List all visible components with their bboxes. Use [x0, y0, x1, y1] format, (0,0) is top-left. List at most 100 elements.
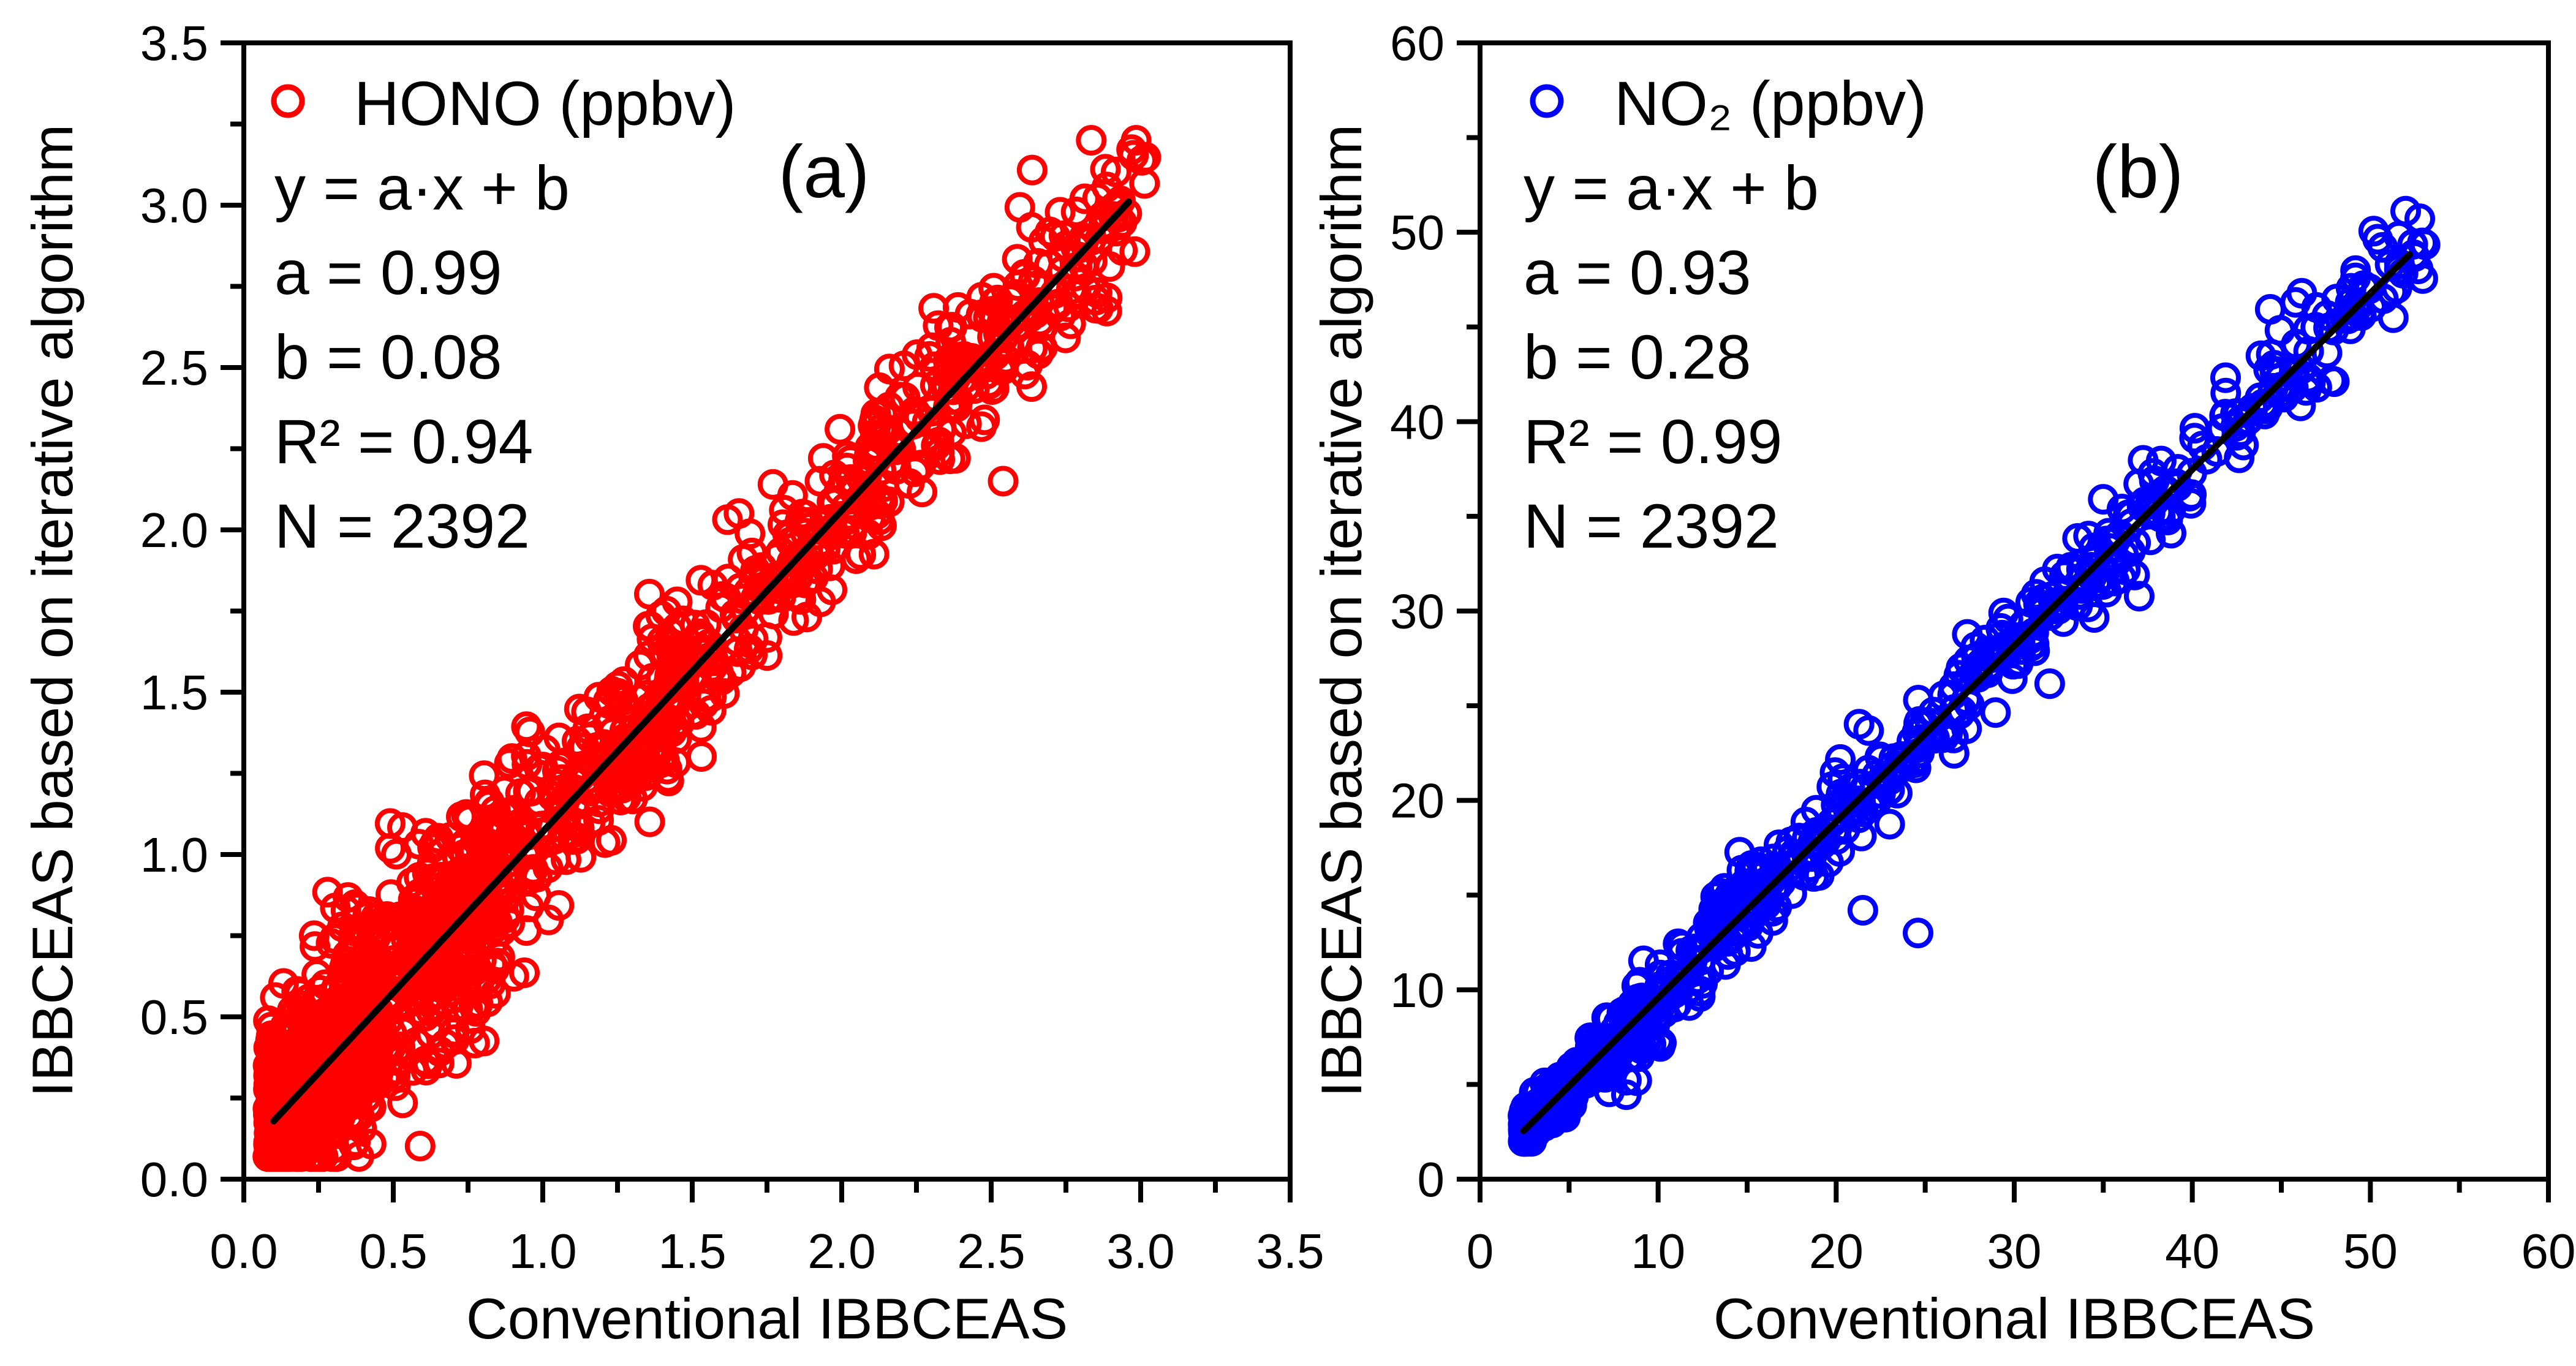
data-point [562, 810, 593, 841]
data-point [858, 538, 890, 570]
data-point [320, 1141, 352, 1172]
data-point [581, 732, 613, 763]
data-point [316, 1073, 347, 1104]
data-point [1516, 1105, 1547, 1136]
x-tick-label: 40 [2165, 1224, 2219, 1278]
data-point [746, 552, 777, 583]
outlier-point [1903, 918, 1933, 949]
data-point [2407, 227, 2438, 258]
data-point [2152, 500, 2183, 531]
data-point [1060, 278, 1092, 309]
data-point [1864, 741, 1895, 772]
x-tick-label: 50 [2343, 1224, 2398, 1278]
data-point [521, 880, 551, 911]
data-point [596, 825, 627, 856]
x-tick-label: 0.0 [210, 1224, 278, 1278]
legend-slope-a: a = 0.99 [274, 238, 502, 308]
data-point [888, 350, 920, 382]
data-point [741, 582, 771, 613]
data-point [2301, 292, 2332, 323]
data-point [493, 797, 524, 828]
data-point [301, 959, 333, 990]
data-point [255, 1085, 287, 1116]
y-tick-label: 0.0 [140, 1152, 208, 1207]
panel-b: 0 10 20 30 40 50 60 0 10 20 30 40 50 60 Conventional… [1309, 16, 2575, 1351]
data-point [988, 322, 1019, 353]
data-point [2319, 366, 2350, 398]
data-point [1736, 931, 1767, 962]
legend-npoints-b: N = 2392 [1524, 491, 1779, 561]
y-tick-label: 1.5 [140, 665, 208, 720]
data-point [298, 1014, 330, 1045]
legend-slope-b: a = 0.93 [1524, 238, 1751, 308]
outlier-point [1621, 1065, 1652, 1096]
data-point [2003, 646, 2034, 677]
data-point [1740, 852, 1772, 883]
data-point [684, 618, 716, 649]
y-tick-label: 60 [1390, 16, 1445, 70]
data-point [758, 598, 789, 630]
y-ticks-a: 0.0 0.5 1.0 1.5 2.0 2.5 3.0 3.5 [140, 16, 244, 1207]
data-point [2285, 390, 2316, 421]
data-point [636, 624, 668, 654]
y-tick-label: 0.5 [140, 990, 208, 1044]
panel-a: 0.0 0.5 1.0 1.5 2.0 2.5 3.0 3.5 0.0 0.5 1.0 1.5 2.0… [20, 16, 1324, 1351]
data-point [1874, 809, 1905, 840]
data-point [769, 495, 800, 526]
x-axis-title-b: Conventional IBBCEAS [1713, 1286, 2315, 1351]
data-point [752, 640, 783, 671]
outlier-point [1847, 895, 1878, 926]
data-point [1016, 371, 1047, 402]
y-axis-title-a: IBBCEAS based on iterative algorithm [20, 124, 85, 1097]
data-point [2179, 423, 2210, 454]
data-point [811, 505, 842, 537]
data-point [412, 1048, 444, 1079]
x-tick-label: 10 [1631, 1224, 1685, 1278]
data-point [540, 844, 572, 875]
fit-line-a [270, 198, 1132, 1125]
data-point [825, 413, 856, 445]
data-point [2062, 523, 2093, 554]
data-point [477, 913, 508, 944]
data-point [1843, 709, 1875, 740]
data-point [1004, 192, 1035, 223]
data-point [1579, 1040, 1611, 1071]
outlier-point [988, 466, 1019, 497]
data-point [1825, 744, 1856, 775]
data-point [1034, 249, 1065, 281]
data-point [472, 852, 503, 883]
data-point [2156, 518, 2186, 549]
data-point [646, 715, 677, 747]
data-point [287, 1114, 319, 1145]
x-tick-label: 1.5 [658, 1224, 726, 1278]
data-point [633, 611, 663, 642]
data-point [469, 1025, 500, 1057]
data-point [1027, 332, 1058, 363]
data-point [1038, 292, 1069, 323]
data-point [946, 364, 978, 396]
y-tick-label: 30 [1390, 584, 1445, 639]
data-point [458, 991, 489, 1022]
data-point [969, 404, 1000, 436]
data-point [609, 723, 640, 754]
data-point [1092, 282, 1123, 314]
data-point [653, 765, 684, 796]
data-point [342, 892, 374, 924]
data-point [2179, 413, 2210, 444]
data-point [412, 916, 443, 948]
data-point [442, 842, 474, 873]
data-point [1819, 816, 1849, 847]
data-point [634, 578, 665, 609]
data-point [1938, 671, 1970, 702]
x-tick-label: 60 [2521, 1224, 2576, 1278]
data-point [402, 975, 432, 1006]
y-tick-label: 3.5 [140, 16, 208, 70]
data-point [530, 734, 561, 766]
data-point [260, 982, 291, 1013]
data-point [375, 832, 406, 864]
y-tick-label: 3.0 [140, 178, 208, 233]
legend-series-label-a: HONO (ppbv) [354, 69, 736, 138]
data-point [1103, 202, 1134, 233]
